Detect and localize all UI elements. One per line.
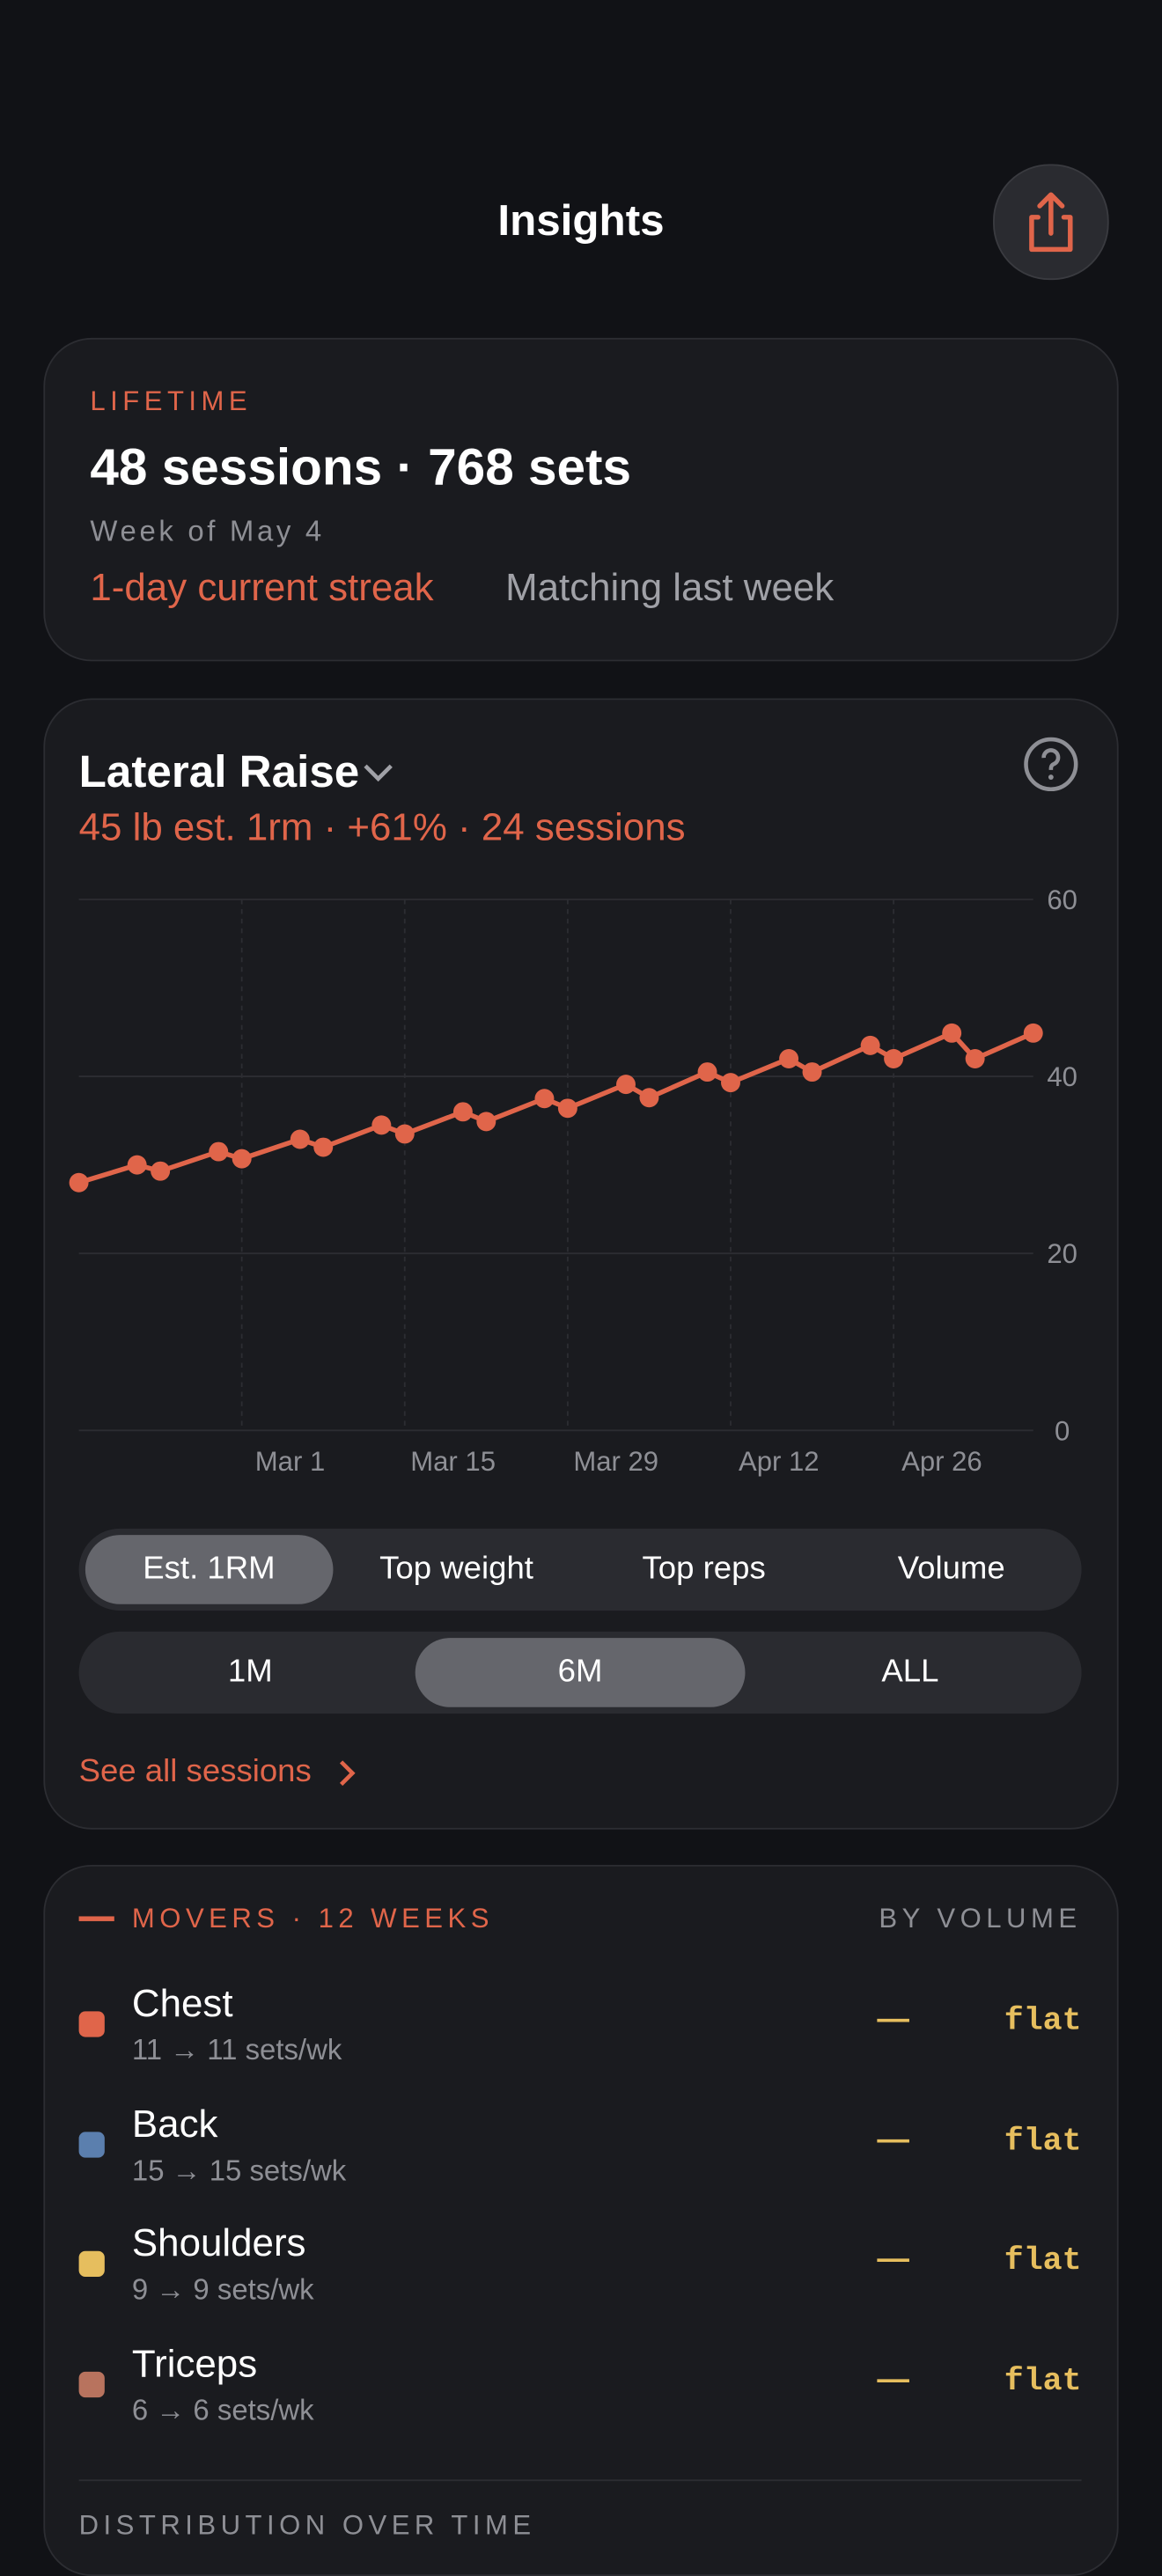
comparison: Matching last week	[505, 566, 835, 610]
x-tick-label: Apr 26	[901, 1446, 982, 1477]
range-selector: 1M 6M ALL	[78, 1631, 1082, 1714]
data-point	[884, 1049, 904, 1068]
data-point	[616, 1075, 636, 1095]
chart: 0 20 40 60 Mar 1 Mar 15 Mar 29 Apr 12 Apr 26	[69, 884, 1077, 1477]
muscle-swatch	[78, 2011, 105, 2037]
exercise-stats: 45 lb est. 1rm · +61% · 24 sessions	[78, 805, 686, 850]
trend-icon: —	[877, 2001, 909, 2037]
movers-title: MOVERS · 12 WEEKS	[131, 1903, 494, 1934]
page: {"header":{"title":"Insights"}, "lifetim…	[43, 164, 1119, 2576]
y-tick-label: 20	[1047, 1238, 1077, 1269]
segment-option[interactable]: 1M	[227, 1654, 273, 1690]
muscle-detail: 6 → 6 sets/wk	[131, 2393, 314, 2426]
segment-option[interactable]: Volume	[897, 1551, 1005, 1587]
muscle-swatch	[78, 2370, 105, 2397]
data-point	[779, 1049, 799, 1068]
screen: Insights LIFETIME 48 sessions · 768 sets…	[43, 164, 1119, 2576]
data-point	[290, 1129, 310, 1149]
trend-icon: —	[877, 2360, 909, 2397]
data-point	[802, 1062, 822, 1083]
divider	[78, 2479, 1082, 2482]
data-point	[452, 1102, 473, 1122]
x-tick-label: Mar 15	[410, 1446, 496, 1477]
muscle-name: Chest	[131, 1982, 233, 2026]
exercise-name[interactable]: Lateral Raise	[78, 746, 360, 796]
see-all-link[interactable]: See all sessions	[78, 1753, 312, 1790]
segment-option[interactable]: Top weight	[379, 1551, 533, 1587]
data-point	[69, 1172, 89, 1193]
data-point	[371, 1115, 392, 1135]
data-point	[394, 1124, 415, 1144]
muscle-name: Shoulders	[131, 2221, 306, 2266]
segment-option[interactable]: Top reps	[642, 1551, 766, 1587]
data-point	[721, 1073, 740, 1093]
data-point	[639, 1088, 659, 1108]
share-button[interactable]	[993, 164, 1109, 281]
muscle-name: Triceps	[131, 2342, 258, 2386]
data-point	[557, 1098, 577, 1119]
data-point	[860, 1035, 880, 1055]
movers-card	[43, 1864, 1119, 2576]
muscle-swatch	[78, 2131, 105, 2157]
muscle-swatch	[78, 2250, 105, 2277]
segment-option[interactable]: ALL	[881, 1654, 939, 1690]
muscle-detail: 9 → 9 sets/wk	[131, 2273, 314, 2306]
data-point	[1023, 1023, 1043, 1043]
lifetime-summary: 48 sessions · 768 sets	[90, 437, 632, 496]
x-tick-label: Mar 29	[573, 1446, 658, 1477]
segment-option[interactable]: 6M	[415, 1638, 746, 1707]
muscle-detail: 15 → 15 sets/wk	[131, 2154, 347, 2186]
muscle-name: Back	[131, 2102, 218, 2146]
section-dash	[78, 1916, 114, 1921]
trend-status: flat	[1004, 2123, 1082, 2161]
lifetime-card	[43, 337, 1119, 662]
trend-status: flat	[1004, 2242, 1082, 2280]
data-point	[232, 1149, 252, 1169]
help-icon[interactable]	[1022, 736, 1080, 794]
page-title: Insights	[497, 196, 665, 245]
movers-sort[interactable]: BY VOLUME	[879, 1903, 1082, 1934]
x-tick-label: Apr 12	[739, 1446, 820, 1477]
dropdown-icon[interactable]	[361, 756, 396, 789]
trend-icon: —	[877, 2121, 909, 2157]
card-label: LIFETIME	[90, 385, 253, 417]
data-point	[534, 1089, 555, 1109]
data-point	[942, 1023, 962, 1043]
trend-status: flat	[1004, 2003, 1082, 2041]
x-tick-label: Mar 1	[255, 1446, 325, 1477]
trend-status: flat	[1004, 2362, 1082, 2400]
data-point	[127, 1155, 147, 1175]
week-label: Week of May 4	[90, 515, 325, 547]
metric-selector: Est. 1RM Top weight Top reps Volume	[78, 1528, 1082, 1611]
chevron	[339, 1760, 356, 1787]
data-point	[697, 1062, 717, 1083]
y-tick-label: 0	[1055, 1415, 1070, 1446]
muscle-detail: 11 → 11 sets/wk	[131, 2033, 342, 2066]
share-icon	[1029, 192, 1073, 253]
y-tick-label: 60	[1047, 884, 1077, 915]
streak: 1-day current streak	[90, 566, 434, 610]
segment-option[interactable]: Est. 1RM	[85, 1535, 333, 1604]
y-tick-label: 40	[1047, 1061, 1077, 1092]
data-point	[313, 1137, 334, 1157]
data-point	[476, 1112, 496, 1132]
data-point	[209, 1141, 229, 1162]
trend-icon: —	[877, 2241, 909, 2277]
data-point	[151, 1161, 171, 1181]
data-point	[965, 1049, 985, 1068]
next-section-title: DISTRIBUTION OVER TIME	[78, 2510, 536, 2541]
